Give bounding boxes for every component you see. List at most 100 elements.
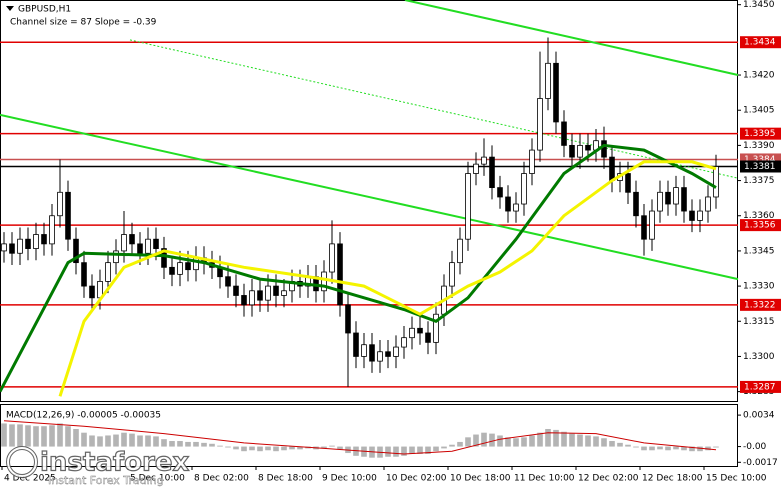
- x-tick-label: 10 Dec 18:00: [450, 474, 511, 484]
- macd-bar: [385, 446, 391, 457]
- macd-bar: [97, 436, 103, 447]
- candle-body: [241, 295, 247, 306]
- price-panel: [0, 0, 738, 402]
- candle-body: [33, 234, 39, 249]
- candle-body: [609, 156, 615, 181]
- level-tag-label: 1.3434: [744, 38, 776, 48]
- macd-bar: [89, 435, 95, 447]
- candle-body: [105, 262, 111, 282]
- macd-bar: [329, 445, 335, 447]
- candle-body: [41, 234, 47, 245]
- macd-bar: [337, 446, 343, 450]
- candle-body: [481, 156, 487, 165]
- level-tag: [740, 298, 781, 311]
- candle-body: [321, 271, 327, 292]
- candle-body: [129, 234, 135, 245]
- candle-body: [57, 191, 63, 217]
- candle-body: [137, 243, 143, 254]
- macd-bar: [513, 438, 519, 447]
- level-tag: [740, 160, 781, 173]
- candle-body: [537, 98, 543, 151]
- macd-bar: [1, 423, 7, 447]
- candle-body: [369, 344, 375, 362]
- macd-bar: [713, 446, 719, 448]
- channel-line: [404, 0, 739, 76]
- candle-body: [177, 262, 183, 275]
- macd-bar: [129, 433, 135, 447]
- macd-bar: [649, 446, 655, 451]
- candle-body: [393, 346, 399, 357]
- level-tag-label: 1.3384: [744, 155, 776, 165]
- macd-bar: [609, 441, 615, 447]
- macd-bar: [137, 435, 143, 447]
- chart-subtitle: Channel size = 87 Slope = -0.39: [10, 18, 157, 28]
- level-tag-label: 1.3356: [744, 221, 776, 231]
- macd-bar: [705, 446, 711, 451]
- candle-body: [585, 144, 591, 151]
- y-tick-label: 1.3420: [743, 71, 775, 81]
- macd-bar: [289, 446, 295, 450]
- macd-bar: [209, 443, 215, 447]
- candle-body: [25, 238, 31, 249]
- macd-bar: [121, 432, 127, 447]
- level-tag: [740, 219, 781, 232]
- candle-body: [377, 351, 383, 362]
- candle-body: [641, 215, 647, 240]
- macd-bar: [297, 446, 303, 450]
- x-tick-label: 8 Dec 18:00: [258, 474, 313, 484]
- candle-body: [665, 191, 671, 205]
- candle-body: [657, 191, 663, 212]
- macd-bar: [153, 436, 159, 447]
- candle-body: [713, 166, 719, 198]
- candle-body: [385, 351, 391, 357]
- moving-average: [58, 160, 717, 397]
- macd-bar: [625, 444, 631, 447]
- candle-body: [497, 187, 503, 198]
- candle-body: [249, 290, 255, 306]
- macd-bar: [633, 446, 639, 448]
- candle-body: [545, 62, 551, 99]
- macd-y-tick-label: 0.0034: [743, 411, 775, 421]
- x-tick-label: 8 Dec 02:00: [194, 474, 249, 484]
- macd-bar: [225, 446, 231, 448]
- candle-body: [689, 210, 695, 221]
- macd-bar: [233, 446, 239, 450]
- x-tick-label: 11 Dec 10:00: [514, 474, 575, 484]
- level-tag-label: 1.3322: [744, 300, 776, 310]
- candle-body: [681, 187, 687, 212]
- macd-y-tick-label: -0.0017: [743, 458, 778, 468]
- macd-bar: [441, 446, 447, 449]
- candle-body: [457, 238, 463, 264]
- candle-body: [345, 304, 351, 334]
- macd-bar: [49, 425, 55, 447]
- macd-bar: [641, 446, 647, 451]
- macd-bar: [161, 439, 167, 447]
- macd-bar: [9, 424, 15, 447]
- macd-bar: [425, 446, 431, 454]
- candle-body: [161, 248, 167, 268]
- candle-body: [9, 243, 15, 254]
- macd-bar: [585, 435, 591, 447]
- y-tick-label: 1.3390: [743, 141, 775, 151]
- macd-bar: [553, 429, 559, 447]
- macd-bar: [169, 441, 175, 447]
- macd-bar: [593, 436, 599, 447]
- y-tick-label: 1.3405: [743, 106, 775, 116]
- macd-bar: [617, 442, 623, 447]
- candle-body: [153, 238, 159, 249]
- candle-body: [169, 266, 175, 275]
- x-tick-label: 12 Dec 18:00: [642, 474, 703, 484]
- macd-bar: [401, 446, 407, 456]
- level-tag-label: 1.3381: [744, 162, 776, 172]
- y-tick-label: 1.3360: [743, 211, 775, 221]
- candle-body: [577, 144, 583, 158]
- candle-body: [145, 238, 151, 254]
- macd-bar: [417, 446, 423, 454]
- candle-body: [433, 313, 439, 343]
- macd-bar: [433, 446, 439, 452]
- macd-bar: [689, 446, 695, 452]
- candle-body: [505, 196, 511, 212]
- symbol-arrow: [6, 6, 14, 11]
- macd-bar: [569, 433, 575, 447]
- watermark-brand: instaforex: [40, 448, 190, 478]
